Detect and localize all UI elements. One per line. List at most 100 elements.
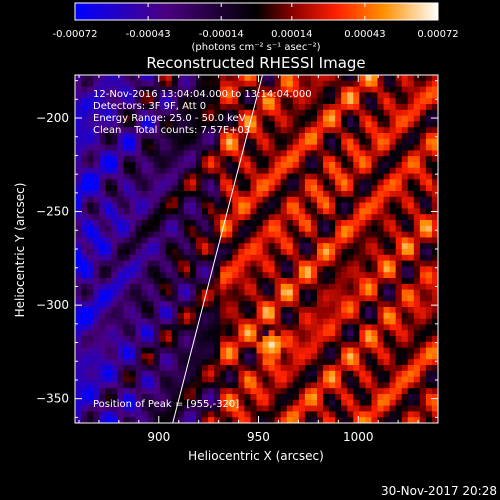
heatmap-cell — [214, 347, 221, 354]
heatmap-cell — [214, 307, 221, 314]
heatmap-cell — [323, 353, 330, 360]
heatmap-cell — [214, 330, 221, 337]
heatmap-cell — [365, 353, 372, 360]
heatmap-cell — [232, 272, 239, 279]
heatmap-cell — [117, 399, 124, 406]
heatmap-cell — [75, 127, 82, 134]
heatmap-cell — [383, 202, 390, 209]
heatmap-cell — [111, 150, 118, 157]
heatmap-cell — [208, 283, 215, 290]
heatmap-cell — [419, 417, 427, 423]
heatmap-cell — [226, 272, 233, 279]
heatmap-cell — [208, 260, 215, 267]
heatmap-cell — [232, 144, 239, 151]
heatmap-cell — [93, 150, 100, 157]
heatmap-cell — [220, 359, 227, 366]
heatmap-cell — [159, 289, 167, 296]
heatmap-cell — [250, 115, 257, 122]
heatmap-cell — [165, 144, 173, 151]
heatmap-cell — [335, 196, 342, 203]
heatmap-cell — [419, 220, 427, 227]
heatmap-cell — [268, 283, 276, 290]
heatmap-cell — [329, 231, 336, 238]
heatmap-cell — [431, 243, 438, 250]
heatmap-cell — [226, 202, 233, 209]
heatmap-cell — [310, 272, 318, 279]
heatmap-cell — [87, 98, 94, 105]
heatmap-cell — [189, 167, 197, 174]
heatmap-cell — [129, 365, 136, 372]
heatmap-cell — [304, 370, 312, 377]
heatmap-cell — [419, 278, 427, 285]
heatmap-cell — [147, 109, 155, 116]
heatmap-cell — [329, 185, 336, 192]
heatmap-cell — [159, 191, 167, 198]
heatmap-cell — [425, 307, 433, 314]
heatmap-cell — [105, 231, 112, 238]
heatmap-cell — [323, 289, 330, 296]
heatmap-cell — [81, 173, 88, 180]
heatmap-cell — [147, 347, 155, 354]
heatmap-cell — [353, 347, 360, 354]
heatmap-cell — [141, 220, 148, 227]
heatmap-cell — [147, 191, 155, 198]
heatmap-cell — [329, 260, 336, 267]
heatmap-cell — [165, 237, 173, 244]
heatmap-cell — [292, 104, 300, 111]
heatmap-cell — [135, 202, 142, 209]
heatmap-cell — [129, 278, 136, 285]
heatmap-cell — [220, 347, 227, 354]
heatmap-cell — [81, 231, 88, 238]
heatmap-cell — [317, 301, 324, 308]
heatmap-cell — [129, 382, 136, 389]
heatmap-cell — [310, 307, 318, 314]
heatmap-cell — [304, 231, 312, 238]
heatmap-cell — [431, 254, 438, 261]
heatmap-cell — [401, 278, 409, 285]
heatmap-cell — [75, 394, 82, 401]
heatmap-cell — [129, 260, 136, 267]
heatmap-cell — [220, 370, 227, 377]
heatmap-cell — [238, 399, 245, 406]
heatmap-cell — [401, 86, 409, 93]
heatmap-cell — [310, 109, 318, 116]
heatmap-cell — [183, 115, 191, 122]
heatmap-cell — [359, 376, 366, 383]
heatmap-cell — [117, 370, 124, 377]
heatmap-cell — [165, 318, 173, 325]
heatmap-cell — [208, 388, 215, 395]
heatmap-cell — [93, 162, 100, 169]
heatmap-cell — [220, 353, 227, 360]
heatmap-cell — [189, 330, 197, 337]
heatmap-cell — [214, 243, 221, 250]
heatmap-cell — [244, 365, 251, 372]
heatmap-cell — [274, 289, 282, 296]
heatmap-cell — [214, 80, 221, 87]
chart-title: Reconstructed RHESSI Image — [146, 54, 365, 72]
heatmap-cell — [111, 359, 118, 366]
heatmap-cell — [75, 191, 82, 198]
heatmap-cell — [202, 231, 209, 238]
heatmap-cell — [371, 295, 378, 302]
heatmap-cell — [81, 411, 88, 418]
heatmap-cell — [238, 254, 245, 261]
heatmap-cell — [226, 301, 233, 308]
heatmap-cell — [317, 417, 324, 423]
heatmap-cell — [347, 272, 354, 279]
heatmap-cell — [159, 86, 167, 93]
heatmap-cell — [226, 417, 233, 423]
heatmap-cell — [292, 266, 300, 273]
heatmap-cell — [81, 237, 88, 244]
heatmap-cell — [171, 289, 179, 296]
heatmap-cell — [256, 156, 263, 163]
heatmap-cell — [268, 254, 276, 261]
heatmap-cell — [129, 301, 136, 308]
heatmap-cell — [407, 260, 415, 267]
heatmap-cell — [335, 359, 342, 366]
heatmap-cell — [147, 185, 155, 192]
heatmap-cell — [250, 405, 257, 412]
heatmap-cell — [353, 243, 360, 250]
heatmap-cell — [323, 376, 330, 383]
heatmap-cell — [377, 417, 384, 423]
heatmap-cell — [165, 365, 173, 372]
